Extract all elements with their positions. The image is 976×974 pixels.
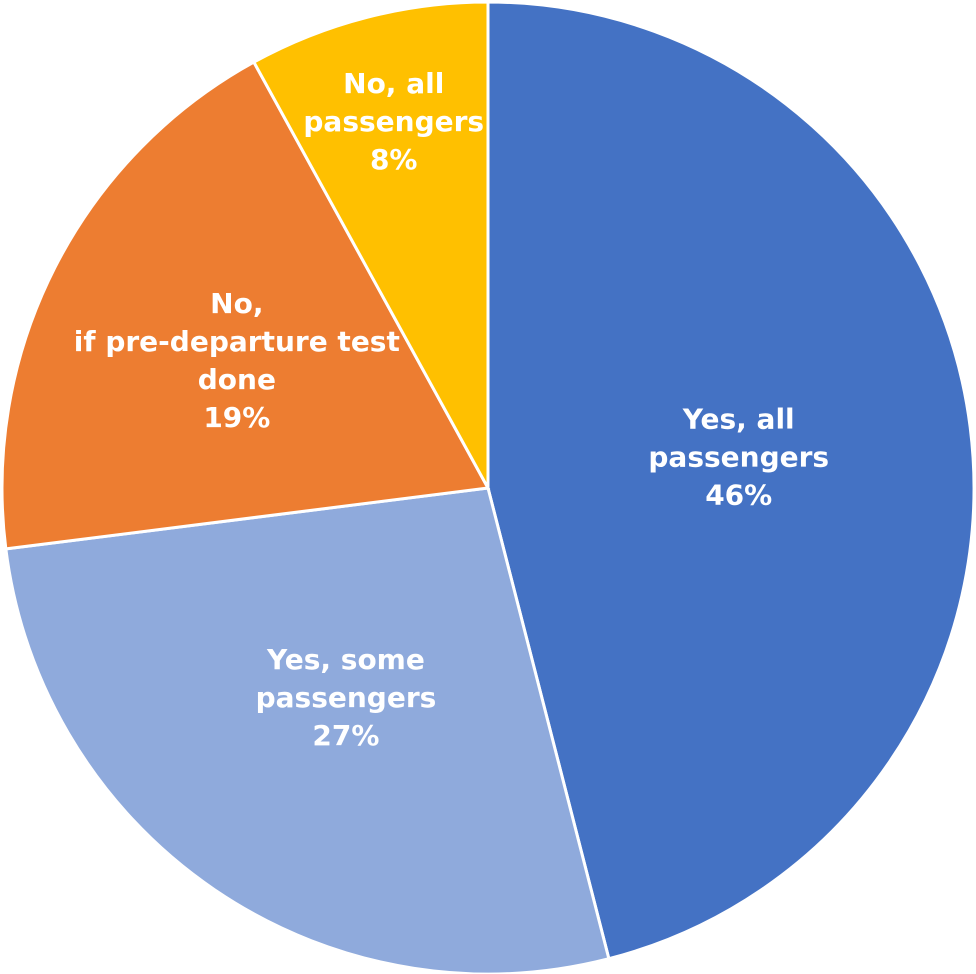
slice-category-label: passengers (303, 105, 484, 138)
slice-category-label: if pre-departure test (74, 325, 400, 358)
slice-category-label: No, (210, 287, 263, 320)
slice-label-3: No, if pre-departure test done 19% (74, 287, 400, 434)
slice-label-4: No, all passengers 8% (303, 67, 484, 176)
pie-slice-3 (0, 60, 491, 551)
slice-percent-label: 27% (312, 719, 379, 752)
pie-slice-1 (486, 0, 976, 961)
slice-label-1: Yes, all passengers 46% (648, 402, 829, 511)
slice-percent-label: 19% (203, 401, 270, 434)
slice-category-label: passengers (256, 681, 437, 714)
pie-labels: Yes, all passengers 46% Yes, some passengers… (74, 67, 829, 752)
slice-percent-label: 46% (705, 478, 772, 511)
slice-category-label: passengers (648, 440, 829, 473)
pie-slice-4 (251, 0, 490, 489)
slice-category-label: Yes, all (682, 402, 795, 435)
slice-category-label: Yes, some (266, 643, 425, 676)
slice-category-label: done (198, 363, 276, 396)
slice-label-2: Yes, some passengers 27% (256, 643, 437, 752)
slice-percent-label: 8% (370, 143, 418, 176)
slice-category-label: No, all (343, 67, 444, 100)
